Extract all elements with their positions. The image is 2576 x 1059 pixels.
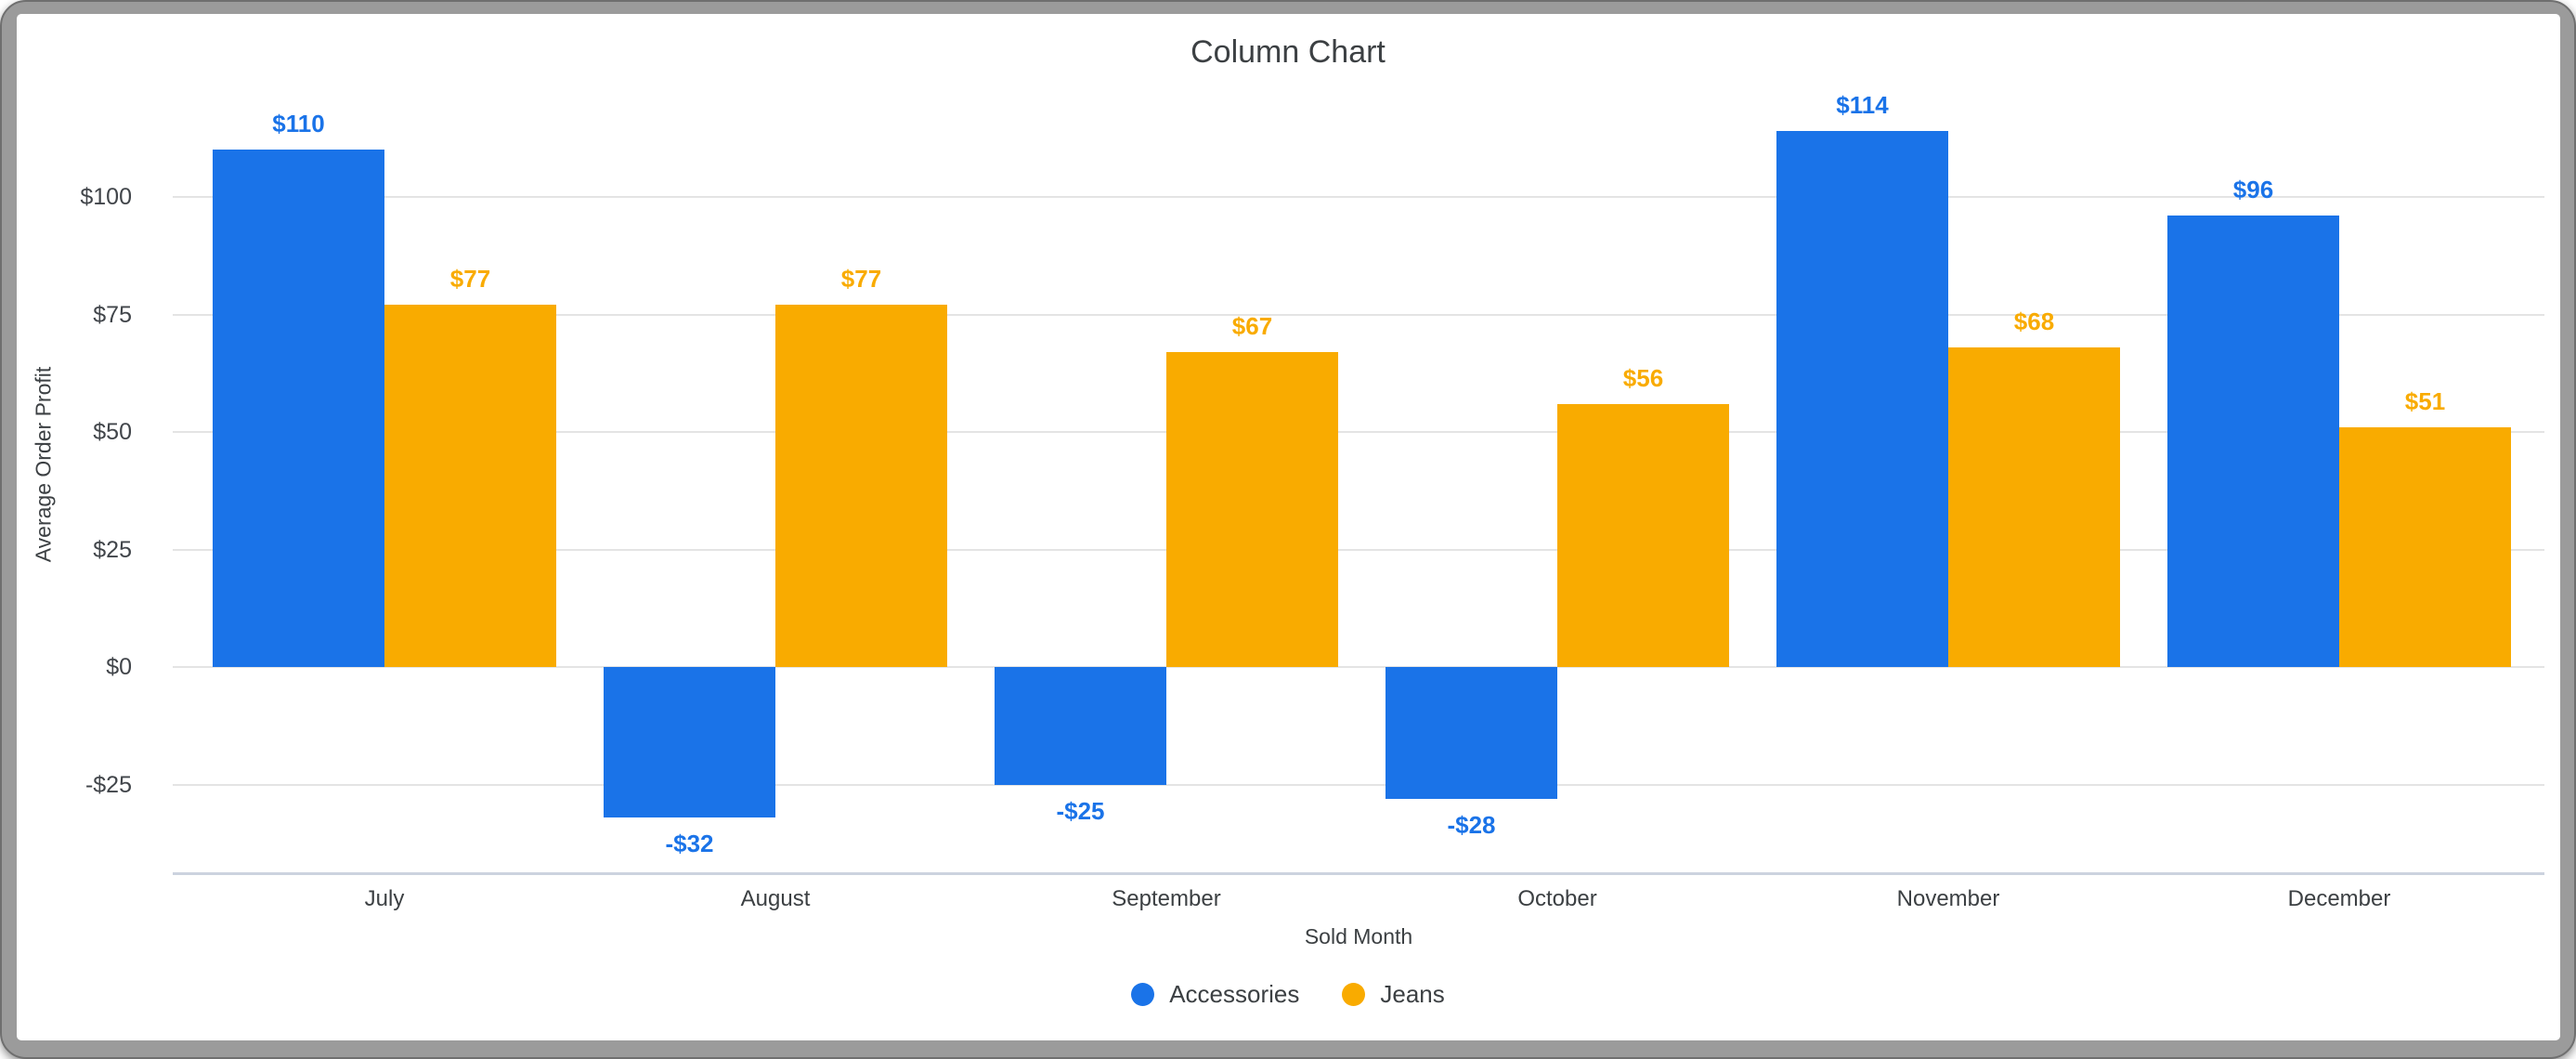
accessories-bar-august[interactable] [604,667,775,817]
jeans-value-label: $51 [2404,386,2446,415]
accessories-bar-november[interactable] [1776,131,1948,667]
jeans-value-label: $77 [840,265,882,294]
chart-title: Column Chart [1190,34,1386,70]
legend: Accessories Jeans [0,974,2576,1014]
y-tick-label: $75 [93,301,132,328]
y-tick-label: -$25 [85,771,132,798]
jeans-value-label: $56 [1622,363,1664,392]
x-category-label-october: October [1517,886,1597,911]
x-category-label-august: August [740,886,811,911]
legend-label-jeans: Jeans [1380,979,1445,1008]
jeans-bar-september[interactable] [1166,351,1338,667]
y-tick-label: $50 [93,419,132,445]
legend-label-accessories: Accessories [1169,979,1300,1008]
y-gridline [173,783,2544,786]
accessories-value-label: -$32 [665,829,714,857]
accessories-bar-september[interactable] [995,667,1166,785]
jeans-bar-july[interactable] [384,305,556,667]
accessories-value-label: -$28 [1447,810,1496,839]
y-gridline [173,313,2544,316]
x-category-label-september: September [1112,886,1221,911]
x-axis-line [173,872,2544,875]
y-gridline [173,196,2544,198]
accessories-value-label: $96 [2232,176,2274,204]
y-gridline [173,548,2544,551]
accessories-value-label: -$25 [1056,796,1105,825]
legend-item-jeans[interactable]: Jeans [1342,979,1445,1009]
accessories-bar-july[interactable] [213,150,384,667]
accessories-value-label: $110 [272,110,325,138]
y-axis-title: Average Order Profit [31,366,56,563]
accessories-bar-october[interactable] [1386,667,1557,799]
y-gridline [173,431,2544,433]
jeans-value-label: $68 [2013,307,2055,335]
y-tick-label: $0 [106,654,132,680]
y-gridline [173,666,2544,668]
x-axis-title: Sold Month [1304,924,1413,948]
x-category-label-july: July [364,886,405,911]
jeans-bar-august[interactable] [775,305,947,667]
y-tick-label: $100 [80,184,132,210]
jeans-bar-october[interactable] [1557,403,1729,667]
x-category-label-november: November [1896,886,2000,911]
legend-item-accessories[interactable]: Accessories [1131,980,1299,1009]
accessories-bar-december[interactable] [2167,216,2339,667]
jeans-bar-december[interactable] [2339,426,2511,667]
accessories-series-swatch-icon [1131,982,1155,1006]
jeans-series-swatch-icon [1342,982,1366,1006]
x-category-label-december: December [2287,886,2391,911]
accessories-value-label: $114 [1836,91,1889,120]
jeans-bar-november[interactable] [1948,346,2120,667]
jeans-value-label: $77 [449,265,491,294]
jeans-value-label: $67 [1231,311,1273,340]
y-tick-label: $25 [93,536,132,563]
